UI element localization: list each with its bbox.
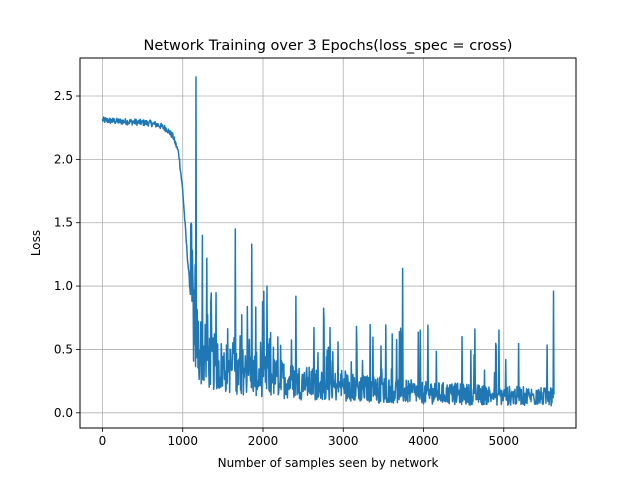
x-tick-label: 4000 [408,434,439,448]
axes-frame [79,57,577,429]
x-axis-ticks: 0 1000 2000 3000 4000 5000 [99,428,519,448]
y-tick-label: 1.0 [54,279,73,293]
x-tick-label: 5000 [488,434,519,448]
series-loss-line [101,76,555,407]
y-tick-label: 2.0 [54,152,73,166]
y-axis-ticks: 0.0 0.5 1.0 1.5 2.0 2.5 [54,89,80,420]
x-axis-label: Number of samples seen by network [218,456,439,470]
y-axis-label: Loss [29,230,43,256]
y-tick-label: 2.5 [54,89,73,103]
y-tick-label: 0.5 [54,342,73,356]
y-tick-label: 1.5 [54,216,73,230]
x-tick-label: 0 [99,434,107,448]
x-tick-label: 2000 [248,434,279,448]
series-line-group [101,76,555,407]
x-tick-label: 3000 [328,434,359,448]
y-tick-label: 0.0 [54,406,73,420]
x-tick-label: 1000 [167,434,198,448]
grid-lines [80,58,576,428]
chart-title: Network Training over 3 Epochs(loss_spec… [144,38,513,54]
